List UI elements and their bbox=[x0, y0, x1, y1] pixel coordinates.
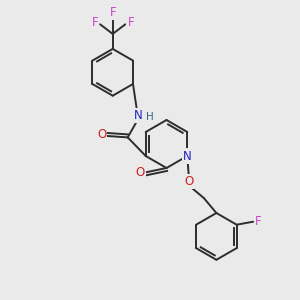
Text: N: N bbox=[183, 149, 192, 163]
Text: N: N bbox=[134, 109, 142, 122]
Text: O: O bbox=[136, 166, 145, 179]
Text: F: F bbox=[128, 16, 134, 29]
Text: F: F bbox=[92, 16, 98, 29]
Text: F: F bbox=[255, 215, 262, 228]
Text: H: H bbox=[146, 112, 154, 122]
Text: F: F bbox=[110, 6, 116, 19]
Text: O: O bbox=[97, 128, 106, 141]
Text: O: O bbox=[184, 175, 194, 188]
